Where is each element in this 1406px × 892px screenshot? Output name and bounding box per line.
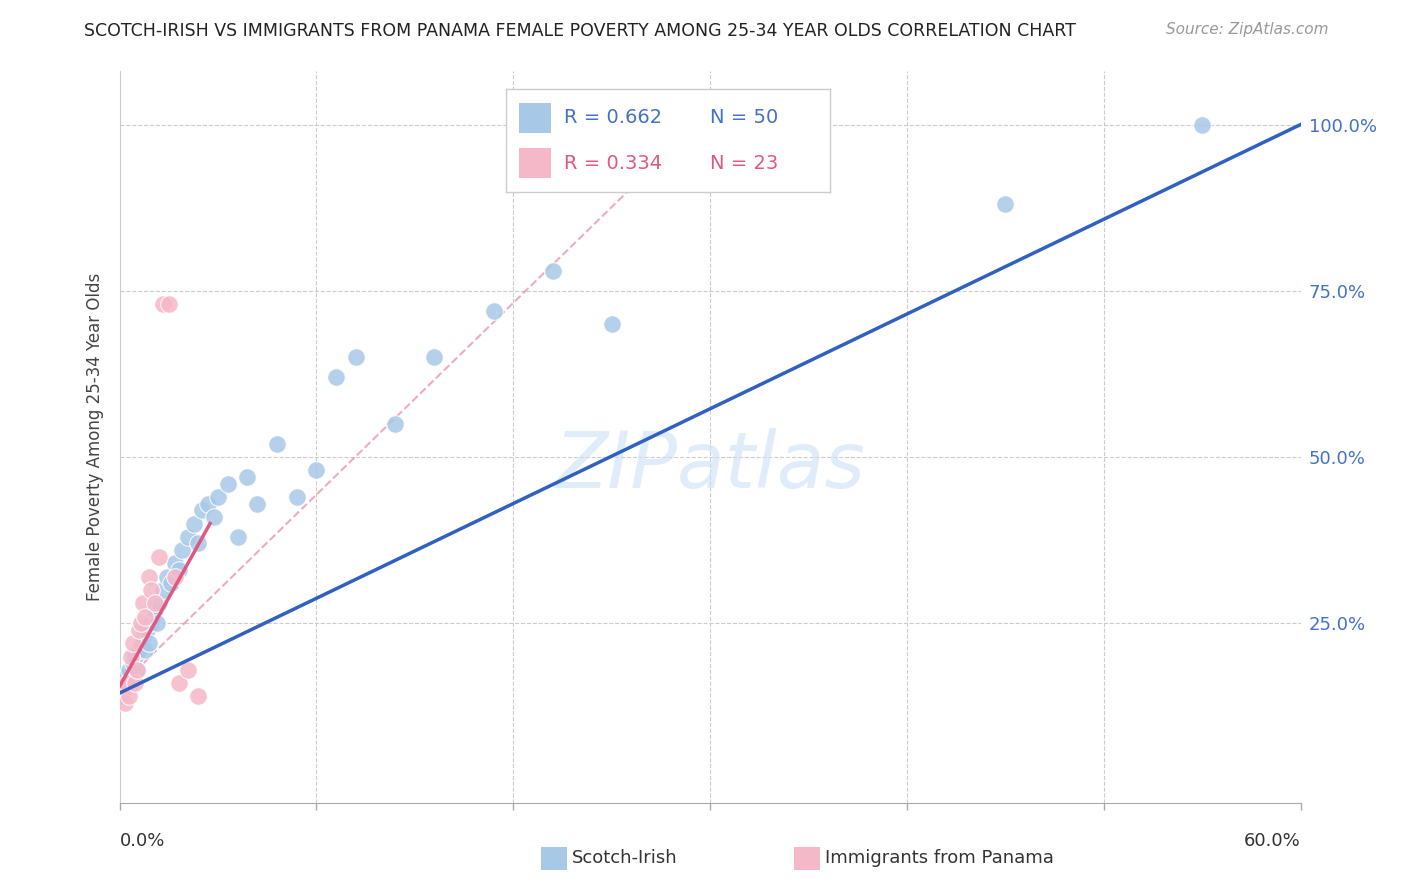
Point (994, 197, 1017, 211)
Point (124, 676, 146, 690)
Point (128, 643, 150, 657)
Point (112, 676, 135, 690)
Point (305, 463, 328, 477)
Point (202, 509, 225, 524)
Point (236, 470, 259, 484)
Text: Immigrants from Panama: Immigrants from Panama (825, 849, 1054, 867)
Point (138, 636, 160, 650)
Point (217, 476, 239, 491)
Point (197, 497, 219, 511)
Point (167, 676, 190, 690)
Point (127, 663, 149, 677)
Text: SCOTCH-IRISH VS IMMIGRANTS FROM PANAMA FEMALE POVERTY AMONG 25-34 YEAR OLDS CORR: SCOTCH-IRISH VS IMMIGRANTS FROM PANAMA F… (84, 22, 1076, 40)
Point (177, 663, 200, 677)
Point (114, 696, 136, 710)
Point (118, 690, 141, 704)
Point (207, 490, 229, 504)
Point (128, 623, 150, 637)
Point (148, 549, 170, 564)
Point (110, 690, 132, 704)
Point (699, 151, 721, 165)
Point (117, 676, 139, 690)
Point (120, 676, 142, 690)
Point (138, 570, 160, 584)
Point (482, 303, 505, 318)
Point (423, 351, 446, 365)
Point (187, 690, 209, 704)
Point (246, 497, 269, 511)
Text: 60.0%: 60.0% (1244, 831, 1301, 849)
Text: R = 0.662: R = 0.662 (564, 109, 662, 128)
Point (177, 530, 200, 544)
Point (112, 682, 135, 697)
Point (183, 516, 205, 531)
Point (142, 609, 165, 624)
Point (146, 616, 169, 631)
Point (139, 582, 162, 597)
Text: N = 50: N = 50 (710, 109, 778, 128)
Bar (519, 148, 551, 178)
Text: Source: ZipAtlas.com: Source: ZipAtlas.com (1166, 22, 1329, 37)
Text: ZIPatlas: ZIPatlas (554, 428, 866, 504)
Point (156, 570, 179, 584)
Point (134, 643, 156, 657)
Point (344, 351, 367, 365)
Text: N = 23: N = 23 (710, 153, 778, 172)
Point (600, 317, 623, 331)
Point (191, 503, 214, 517)
Point (124, 649, 146, 664)
Point (163, 570, 186, 584)
Point (129, 636, 152, 650)
Point (226, 530, 249, 544)
Point (152, 582, 174, 597)
Point (118, 663, 141, 677)
Point (132, 596, 155, 610)
Point (152, 297, 174, 311)
Point (132, 630, 155, 644)
Point (110, 690, 132, 704)
Point (136, 623, 159, 637)
Point (541, 264, 564, 278)
Text: R = 0.334: R = 0.334 (564, 153, 662, 172)
Point (143, 603, 166, 617)
Point (117, 669, 139, 683)
Point (120, 649, 142, 664)
Point (159, 576, 181, 591)
Point (122, 656, 145, 670)
Point (384, 417, 406, 431)
Point (122, 636, 145, 650)
Point (163, 557, 186, 571)
Point (139, 616, 162, 631)
Point (134, 609, 156, 624)
Y-axis label: Female Poverty Among 25-34 Year Olds: Female Poverty Among 25-34 Year Olds (86, 273, 104, 601)
Point (266, 436, 288, 450)
Point (325, 370, 347, 384)
Point (114, 682, 136, 697)
Text: Scotch-Irish: Scotch-Irish (572, 849, 678, 867)
Bar (519, 103, 551, 133)
Point (129, 616, 152, 631)
Point (127, 663, 149, 677)
Point (157, 297, 180, 311)
Point (187, 536, 209, 550)
Point (285, 490, 308, 504)
Point (172, 543, 194, 558)
Text: 0.0%: 0.0% (120, 831, 165, 849)
Point (1191, 118, 1213, 132)
Point (148, 596, 170, 610)
Point (143, 596, 166, 610)
Point (167, 563, 190, 577)
